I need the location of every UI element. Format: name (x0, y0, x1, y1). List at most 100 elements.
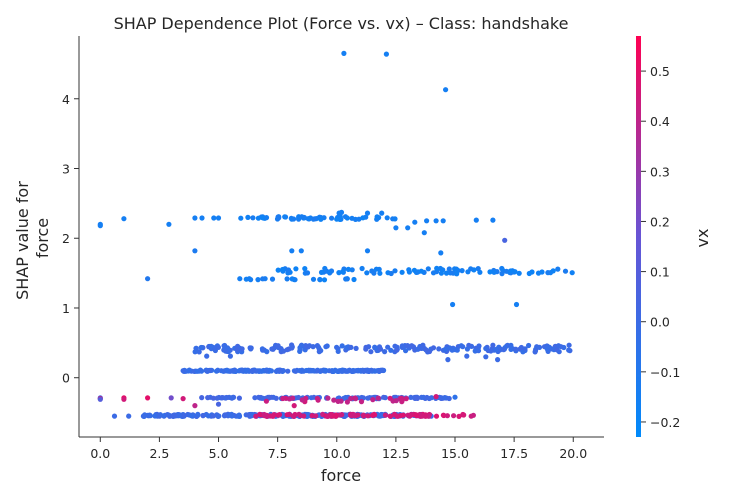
scatter-point (529, 269, 535, 275)
colorbar-label: vx (693, 229, 712, 248)
scatter-point (454, 271, 460, 277)
scatter-point (323, 344, 329, 350)
scatter-point (227, 412, 233, 418)
scatter-point (444, 413, 450, 419)
scatter-point (425, 266, 431, 272)
scatter-point (433, 394, 439, 400)
scatter-point (373, 266, 379, 272)
x-tick-label: 15.0 (441, 446, 469, 461)
scatter-point (464, 346, 470, 352)
scatter-point (370, 397, 376, 403)
scatter-point (210, 395, 216, 401)
scatter-point (353, 396, 359, 402)
scatter-point (198, 344, 204, 351)
scatter-point (452, 394, 458, 400)
scatter-point (404, 343, 411, 349)
scatter-point (440, 218, 446, 224)
scatter-point (438, 270, 444, 276)
scatter-point (275, 343, 281, 349)
scatter-point (207, 367, 213, 374)
scatter-point (326, 269, 332, 275)
scatter-point (456, 413, 462, 419)
scatter-point (192, 248, 198, 254)
scatter-point (223, 348, 229, 354)
colorbar-tick-label: 0.4 (650, 114, 670, 129)
colorbar (636, 36, 641, 437)
scatter-point (204, 368, 210, 374)
scatter-point (121, 396, 127, 402)
scatter-point (513, 346, 519, 352)
scatter-point (289, 248, 295, 254)
scatter-point (286, 411, 292, 417)
scatter-point (338, 209, 345, 215)
scatter-point (392, 343, 398, 349)
scatter-point (297, 368, 303, 374)
scatter-point (421, 230, 427, 236)
scatter-point (371, 270, 377, 276)
scatter-point (351, 276, 357, 283)
scatter-point (193, 345, 199, 351)
scatter-point (493, 346, 499, 352)
scatter-point (214, 395, 220, 401)
scatter-point (419, 413, 425, 419)
scatter-point (264, 349, 270, 355)
scatter-point (359, 265, 365, 272)
scatter-point (556, 349, 562, 355)
scatter-point (205, 413, 211, 419)
scatter-point (384, 215, 390, 221)
scatter-point (322, 367, 328, 373)
scatter-point (387, 413, 393, 419)
scatter-point (192, 215, 198, 221)
scatter-point (152, 413, 158, 419)
scatter-point (349, 413, 355, 419)
scatter-point (205, 395, 211, 401)
scatter-point (400, 412, 406, 418)
scatter-point (275, 267, 281, 273)
scatter-point (388, 347, 394, 353)
scatter-point (204, 353, 210, 359)
scatter-point (165, 412, 171, 418)
scatter-point (229, 395, 235, 401)
x-tick-label: 20.0 (559, 446, 587, 461)
scatter-point (250, 215, 256, 221)
scatter-point (236, 413, 242, 419)
scatter-point (342, 214, 349, 220)
scatter-point (426, 395, 432, 402)
y-axis-label-line-2: force (33, 218, 52, 258)
scatter-point (394, 347, 400, 353)
scatter-point (344, 344, 350, 351)
scatter-point (483, 354, 489, 360)
scatter-point (468, 413, 474, 419)
scatter-point (383, 51, 389, 57)
scatter-point (239, 367, 245, 373)
scatter-point (555, 266, 561, 272)
scatter-point (370, 412, 376, 418)
scatter-point (343, 412, 350, 418)
scatter-point (433, 218, 439, 224)
scatter-point (375, 395, 381, 401)
scatter-point (566, 347, 572, 353)
colorbar-tick-label: −0.2 (650, 415, 680, 430)
colorbar-tick-label: 0.1 (650, 265, 670, 280)
scatter-point (216, 413, 222, 419)
scatter-point (434, 265, 440, 271)
x-tick-label: 0.0 (90, 446, 110, 461)
scatter-point (356, 216, 362, 222)
scatter-point (285, 368, 291, 374)
scatter-point (245, 214, 251, 220)
scatter-point (335, 398, 341, 404)
scatter-point (166, 221, 172, 227)
scatter-point (377, 346, 384, 352)
scatter-point (475, 348, 482, 354)
scatter-point (359, 394, 365, 401)
scatter-point (508, 268, 514, 274)
scatter-point (270, 346, 276, 352)
scatter-point (409, 343, 415, 349)
scatter-point (491, 269, 497, 275)
scatter-point (349, 215, 355, 221)
scatter-point (289, 276, 295, 282)
scatter-point (358, 399, 365, 405)
scatter-point (476, 343, 482, 349)
scatter-point (268, 368, 274, 374)
